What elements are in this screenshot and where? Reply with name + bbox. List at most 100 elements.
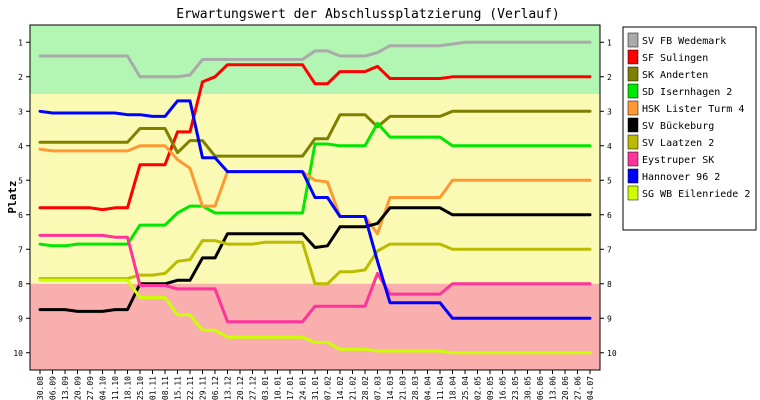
series-line-0 xyxy=(38,40,592,79)
x-tick-label: 24.01 xyxy=(299,376,308,400)
x-tick-label: 18.10 xyxy=(124,376,133,400)
legend-label: SG WB Eilenriede 2 xyxy=(642,189,750,200)
series-line-5 xyxy=(38,206,592,313)
x-tick-label: 29.11 xyxy=(199,376,208,400)
series-line-3 xyxy=(38,121,592,248)
y-tick-label-left: 6 xyxy=(18,211,23,220)
legend-swatch xyxy=(627,134,639,150)
x-tick-label: 27.06 xyxy=(574,376,583,400)
zone-2 xyxy=(30,283,600,370)
y-tick-label-right: 3 xyxy=(607,107,612,116)
x-tick-label: 02.05 xyxy=(474,376,483,400)
legend-label: SV Bückeburg xyxy=(642,121,714,132)
series-line-8 xyxy=(38,99,592,320)
y-tick-label-right: 5 xyxy=(607,176,612,185)
legend-label: Eystruper SK xyxy=(642,155,714,166)
legend-box xyxy=(622,26,757,231)
x-tick-label: 09.05 xyxy=(486,376,495,400)
y-tick-label-right: 1 xyxy=(607,38,612,47)
y-tick-label-left: 2 xyxy=(18,73,23,82)
x-tick-label: 11.04 xyxy=(436,376,445,400)
x-tick-label: 20.06 xyxy=(561,376,570,400)
series-line-6 xyxy=(38,239,592,286)
y-tick-label-left: 4 xyxy=(18,142,23,151)
x-tick-label: 20.12 xyxy=(236,376,245,400)
x-tick-label: 30.08 xyxy=(36,376,45,400)
x-tick-label: 18.04 xyxy=(449,376,458,400)
x-tick-label: 16.05 xyxy=(499,376,508,400)
legend-swatch xyxy=(627,32,639,48)
y-tick-label-right: 8 xyxy=(607,280,612,289)
y-tick-label-right: 4 xyxy=(607,142,612,151)
x-tick-label: 20.09 xyxy=(74,376,83,400)
x-tick-label: 15.11 xyxy=(174,376,183,400)
x-tick-label: 04.07 xyxy=(586,376,595,400)
x-tick-label: 06.09 xyxy=(49,376,58,400)
legend-swatch xyxy=(627,49,639,65)
legend-swatch xyxy=(627,168,639,184)
legend-swatch xyxy=(627,66,639,82)
legend-label: SD Isernhagen 2 xyxy=(642,87,732,98)
x-axis-ticks: 30.08 06.09 13.09 20.09 27.09 04.10 11.10 18.10… xyxy=(36,370,595,400)
x-tick-label: 27.12 xyxy=(249,376,258,400)
legend-swatch xyxy=(627,185,639,201)
series-line-9 xyxy=(38,278,592,355)
background-zones xyxy=(30,25,600,370)
x-tick-label: 27.09 xyxy=(86,376,95,400)
x-tick-label: 13.12 xyxy=(224,376,233,400)
x-tick-label: 25.04 xyxy=(461,376,470,400)
y-tick-label-left: 3 xyxy=(18,107,23,116)
x-tick-label: 01.11 xyxy=(149,376,158,400)
y-tick-label-right: 7 xyxy=(607,245,612,254)
y-tick-label-left: 7 xyxy=(18,245,23,254)
x-tick-label: 28.02 xyxy=(361,376,370,400)
x-tick-label: 08.11 xyxy=(161,376,170,400)
legend-label: SF Sulingen xyxy=(642,53,708,64)
x-tick-label: 11.10 xyxy=(111,376,120,400)
y-tick-label-left: 9 xyxy=(18,314,23,323)
y-tick-label-left: 10 xyxy=(13,349,23,358)
x-tick-label: 13.09 xyxy=(61,376,70,400)
x-tick-label: 31.01 xyxy=(311,376,320,400)
x-tick-label: 07.02 xyxy=(324,376,333,400)
series-line-4 xyxy=(38,144,592,236)
chart-title: Erwartungswert der Abschlussplatzierung … xyxy=(176,7,560,22)
x-tick-label: 21.02 xyxy=(349,376,358,400)
x-tick-label: 28.03 xyxy=(411,376,420,400)
legend-swatch xyxy=(627,151,639,167)
x-tick-label: 07.03 xyxy=(374,376,383,400)
y-axis-ticks: 1 1 2 2 3 3 4 4 5 5 6 6 7 7 8 8 9 9 10 10 xyxy=(13,38,616,358)
x-tick-label: 14.03 xyxy=(386,376,395,400)
x-tick-label: 22.11 xyxy=(186,376,195,400)
legend-label: SK Anderten xyxy=(642,70,708,81)
x-tick-label: 30.05 xyxy=(524,376,533,400)
legend-label: HSK Lister Turm 4 xyxy=(642,104,744,115)
y-tick-label-left: 8 xyxy=(18,280,23,289)
x-tick-label: 10.01 xyxy=(274,376,283,400)
y-axis-label: Platz xyxy=(6,180,19,213)
legend-swatch xyxy=(627,83,639,99)
x-tick-label: 23.05 xyxy=(511,376,520,400)
x-tick-label: 06.12 xyxy=(211,376,220,400)
y-tick-label-left: 1 xyxy=(18,38,23,47)
x-tick-label: 04.04 xyxy=(424,376,433,400)
x-tick-label: 06.06 xyxy=(536,376,545,400)
x-tick-label: 13.06 xyxy=(549,376,558,400)
series-line-7 xyxy=(38,233,592,324)
x-tick-label: 04.10 xyxy=(99,376,108,400)
x-tick-label: 03.01 xyxy=(261,376,270,400)
zone-1 xyxy=(30,94,600,284)
legend-label: Hannover 96 2 xyxy=(642,172,720,183)
legend-swatch xyxy=(627,117,639,133)
legend-swatch xyxy=(627,100,639,116)
y-tick-label-right: 2 xyxy=(607,73,612,82)
series-line-1 xyxy=(38,63,592,212)
y-tick-label-right: 10 xyxy=(607,349,617,358)
y-tick-label-right: 9 xyxy=(607,314,612,323)
series-line-2 xyxy=(38,109,592,158)
y-tick-label-right: 6 xyxy=(607,211,612,220)
legend-label: SV Laatzen 2 xyxy=(642,138,714,149)
legend-label: SV FB Wedemark xyxy=(642,36,726,47)
series-lines xyxy=(38,40,592,355)
